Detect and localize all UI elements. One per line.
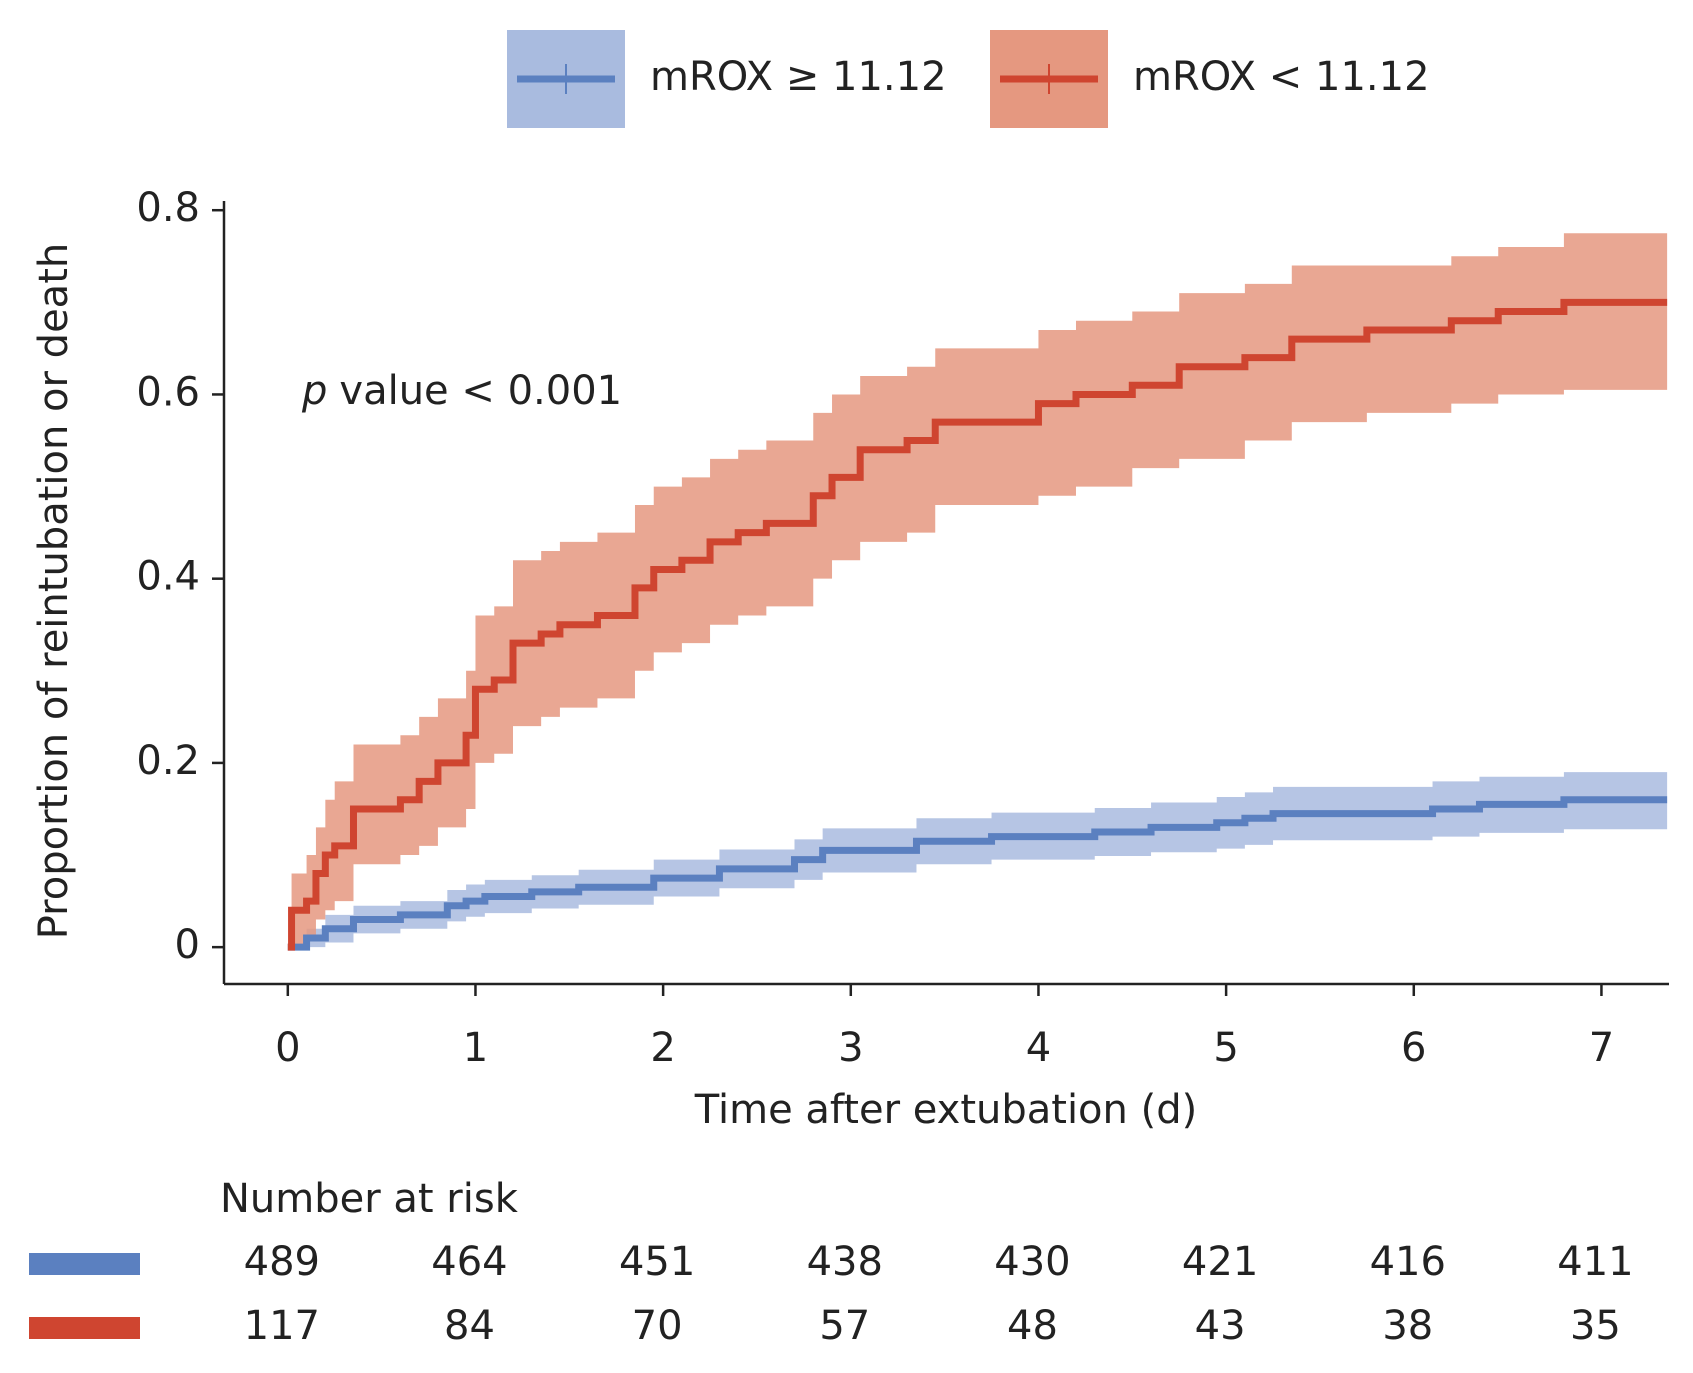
risk-count: 38 xyxy=(1382,1303,1433,1349)
y-axis-label: Proportion of reintubation or death xyxy=(31,243,77,939)
confidence-band xyxy=(287,772,1668,948)
x-tick-label: 1 xyxy=(463,1025,488,1071)
risk-count: 43 xyxy=(1195,1303,1246,1349)
x-tick-label: 3 xyxy=(838,1025,863,1071)
y-tick-label: 0.2 xyxy=(136,738,200,784)
survival-line xyxy=(287,298,1668,951)
risk-count: 70 xyxy=(632,1303,683,1349)
risk-count: 48 xyxy=(1007,1303,1058,1349)
risk-swatch xyxy=(29,1317,140,1339)
risk-title: Number at risk xyxy=(220,1176,519,1222)
x-tick-label: 5 xyxy=(1213,1025,1238,1071)
risk-count: 117 xyxy=(244,1303,320,1349)
y-tick-label: 0.6 xyxy=(136,369,200,415)
risk-count: 438 xyxy=(807,1239,883,1285)
y-tick-label: 0 xyxy=(175,922,200,968)
risk-count: 84 xyxy=(444,1303,495,1349)
survival-line xyxy=(287,796,1668,951)
x-tick-label: 4 xyxy=(1026,1025,1051,1071)
annotation-prefix: p xyxy=(301,368,327,414)
annotation-text: value < 0.001 xyxy=(339,368,622,414)
y-tick-label: 0.8 xyxy=(136,185,200,231)
x-tick-label: 0 xyxy=(275,1025,300,1071)
risk-count: 35 xyxy=(1570,1303,1621,1349)
y-tick-label: 0.4 xyxy=(136,554,200,600)
annotation: p value < 0.001 xyxy=(301,368,622,414)
legend-label: mROX ≥ 11.12 xyxy=(650,54,947,100)
x-axis-label: Time after extubation (d) xyxy=(694,1087,1197,1133)
risk-swatch xyxy=(29,1253,140,1275)
risk-count: 57 xyxy=(819,1303,870,1349)
risk-count: 416 xyxy=(1370,1239,1446,1285)
x-tick-label: 6 xyxy=(1401,1025,1426,1071)
risk-count: 421 xyxy=(1182,1239,1258,1285)
confidence-band xyxy=(287,233,1668,948)
x-tick-label: 2 xyxy=(650,1025,675,1071)
legend-label: mROX < 11.12 xyxy=(1133,54,1430,100)
risk-count: 411 xyxy=(1557,1239,1633,1285)
risk-count: 451 xyxy=(619,1239,695,1285)
risk-count: 489 xyxy=(244,1239,320,1285)
risk-count: 464 xyxy=(431,1239,507,1285)
x-tick-label: 7 xyxy=(1589,1025,1614,1071)
risk-count: 430 xyxy=(994,1239,1070,1285)
